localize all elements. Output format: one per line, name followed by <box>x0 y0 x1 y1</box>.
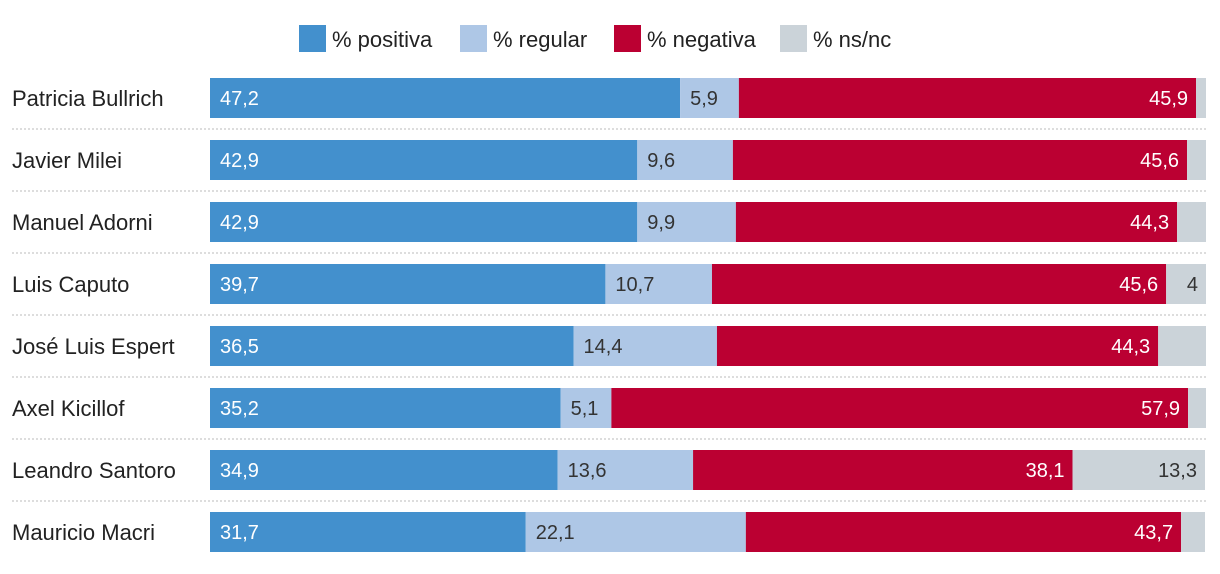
data-label-negativa: 43,7 <box>1134 522 1173 544</box>
bar-segment-nsnc <box>1166 264 1206 304</box>
bar-segment-positiva <box>210 388 561 428</box>
legend-label-regular: % regular <box>493 27 587 52</box>
legend-swatch-regular <box>460 25 487 52</box>
bar-segment-negativa <box>711 264 1167 304</box>
bar-segment-regular <box>557 450 694 490</box>
data-label-negativa: 45,6 <box>1119 274 1158 296</box>
bar-segment-regular <box>573 326 717 366</box>
data-label-positiva: 47,2 <box>220 88 259 110</box>
bar-segment-negativa <box>745 512 1182 552</box>
bar-segment-nsnc <box>1158 326 1206 366</box>
legend-label-negativa: % negativa <box>647 27 757 52</box>
data-label-positiva: 42,9 <box>220 150 259 172</box>
data-label-regular: 22,1 <box>536 522 575 544</box>
data-label-positiva: 39,7 <box>220 274 259 296</box>
bar-segment-positiva <box>210 326 574 366</box>
category-label: Axel Kicillof <box>12 396 125 421</box>
category-label: Luis Caputo <box>12 272 129 297</box>
data-label-negativa: 45,6 <box>1140 150 1179 172</box>
data-label-negativa: 44,3 <box>1111 336 1150 358</box>
category-label: Javier Milei <box>12 148 122 173</box>
bar-row: Mauricio Macri 31,7 22,1 43,7 <box>12 512 1206 552</box>
data-label-positiva: 36,5 <box>220 336 259 358</box>
data-label-positiva: 31,7 <box>220 522 259 544</box>
data-label-nsnc: 13,3 <box>1158 460 1197 482</box>
data-label-regular: 9,9 <box>647 212 675 234</box>
data-label-regular: 5,9 <box>690 88 718 110</box>
data-label-positiva: 34,9 <box>220 460 259 482</box>
bar-segment-nsnc <box>1177 202 1206 242</box>
legend-swatch-negativa <box>614 25 641 52</box>
category-label: Manuel Adorni <box>12 210 153 235</box>
bar-segment-positiva <box>210 512 526 552</box>
bar-segment-nsnc <box>1188 388 1206 428</box>
bar-segment-positiva <box>210 78 681 118</box>
bar-segment-positiva <box>210 140 638 180</box>
bar-segment-nsnc <box>1181 512 1206 552</box>
data-label-negativa: 57,9 <box>1141 398 1180 420</box>
bar-segment-negativa <box>693 450 1073 490</box>
bar-segment-nsnc <box>1196 78 1206 118</box>
bar-row: Leandro Santoro 34,9 13,6 38,1 13,3 <box>12 450 1206 490</box>
bar-row: José Luis Espert 36,5 14,4 44,3 <box>12 326 1206 366</box>
category-label: Mauricio Macri <box>12 520 155 545</box>
category-label: José Luis Espert <box>12 334 175 359</box>
legend-swatch-nsnc <box>780 25 807 52</box>
category-label: Leandro Santoro <box>12 458 176 483</box>
bar-segment-regular <box>525 512 746 552</box>
data-label-negativa: 45,9 <box>1149 88 1188 110</box>
legend-label-positiva: % positiva <box>332 27 433 52</box>
bar-row: Javier Milei 42,9 9,6 45,6 <box>12 140 1206 180</box>
data-label-negativa: 44,3 <box>1130 212 1169 234</box>
data-label-regular: 10,7 <box>615 274 654 296</box>
data-label-nsnc: 4 <box>1187 274 1198 296</box>
data-label-regular: 5,1 <box>571 398 599 420</box>
bar-segment-nsnc <box>1072 450 1206 490</box>
bar-row: Axel Kicillof 35,2 5,1 57,9 <box>12 388 1206 428</box>
legend-swatch-positiva <box>299 25 326 52</box>
legend: % positiva % regular % negativa % ns/nc <box>299 25 891 52</box>
bar-segment-regular <box>560 388 612 428</box>
bar-segment-regular <box>680 78 739 118</box>
data-label-regular: 14,4 <box>584 336 623 358</box>
bar-row: Luis Caputo 39,7 10,7 45,6 4 <box>12 264 1206 304</box>
data-label-positiva: 35,2 <box>220 398 259 420</box>
bar-segment-regular <box>637 202 736 242</box>
data-label-positiva: 42,9 <box>220 212 259 234</box>
bar-segment-negativa <box>735 202 1178 242</box>
bar-row: Patricia Bullrich 47,2 5,9 45,9 <box>12 78 1206 118</box>
bar-row: Manuel Adorni 42,9 9,9 44,3 <box>12 202 1206 242</box>
bar-segment-negativa <box>716 326 1159 366</box>
bar-segment-positiva <box>210 264 606 304</box>
bar-segment-negativa <box>611 388 1189 428</box>
bar-segment-negativa <box>738 78 1197 118</box>
chart-rows: Patricia Bullrich 47,2 5,9 45,9 Javier Milei… <box>12 78 1206 552</box>
bar-segment-negativa <box>732 140 1188 180</box>
category-label: Patricia Bullrich <box>12 86 164 111</box>
bar-segment-regular <box>605 264 712 304</box>
data-label-regular: 9,6 <box>647 150 675 172</box>
bar-segment-positiva <box>210 202 638 242</box>
data-label-regular: 13,6 <box>568 460 607 482</box>
bar-segment-regular <box>637 140 733 180</box>
legend-label-nsnc: % ns/nc <box>813 27 891 52</box>
data-label-negativa: 38,1 <box>1026 460 1065 482</box>
row-separators <box>12 128 1206 502</box>
bar-segment-nsnc <box>1187 140 1206 180</box>
bar-segment-positiva <box>210 450 558 490</box>
